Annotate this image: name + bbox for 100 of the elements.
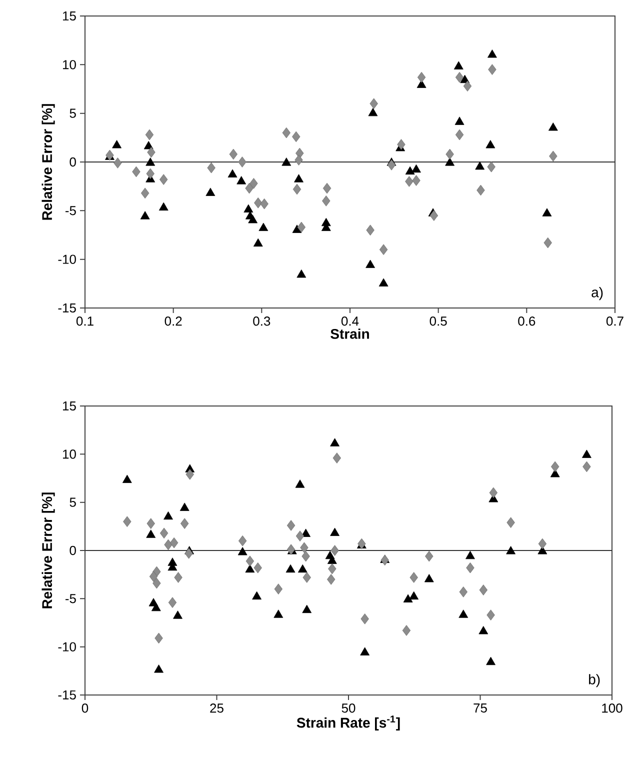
point (397, 139, 406, 150)
point (294, 174, 304, 182)
point (488, 50, 497, 58)
point (479, 584, 488, 596)
point (123, 516, 132, 527)
point (302, 550, 310, 562)
point (146, 530, 156, 538)
y-tick-label: 5 (70, 108, 76, 118)
x-tick-label: 0.5 (430, 316, 447, 326)
y-tick-label: 10 (62, 450, 76, 459)
point (146, 518, 155, 529)
x-tick-label: 75 (474, 704, 487, 713)
point (132, 166, 140, 178)
y-tick-label: -5 (65, 594, 76, 604)
point (160, 528, 168, 539)
point (246, 556, 254, 566)
point (330, 438, 340, 446)
point (476, 184, 485, 196)
point (366, 224, 374, 236)
point (228, 169, 238, 178)
point (184, 548, 193, 559)
point (430, 210, 438, 221)
point (254, 197, 262, 208)
point (370, 98, 378, 109)
point (302, 572, 311, 583)
y-tick-label: -5 (65, 206, 76, 216)
point (282, 158, 292, 166)
point (174, 572, 182, 583)
point (295, 480, 305, 488)
point (455, 72, 464, 83)
y-tick-label: 15 (62, 401, 76, 411)
point (146, 168, 154, 180)
point (542, 208, 552, 216)
point (455, 129, 464, 140)
point (328, 563, 336, 574)
x-tick-label: 0.4 (341, 316, 359, 326)
point (330, 528, 340, 536)
point (458, 610, 468, 618)
y-tick-label: -10 (58, 642, 76, 652)
point (405, 176, 414, 187)
point (286, 564, 296, 573)
y-tick-label: 15 (62, 11, 76, 21)
point (412, 175, 420, 186)
point (168, 597, 177, 608)
point (252, 591, 262, 600)
annotation: b) (589, 674, 600, 688)
point (425, 550, 434, 562)
point (466, 562, 474, 574)
point (149, 571, 158, 582)
point (151, 602, 161, 612)
point (238, 156, 246, 168)
point (245, 182, 254, 194)
point (544, 237, 552, 248)
point (296, 270, 306, 278)
point (486, 610, 495, 620)
point (145, 129, 154, 140)
point (380, 554, 389, 566)
point (366, 260, 376, 268)
point (122, 474, 132, 483)
point (173, 610, 182, 619)
x-tick-label: 0 (82, 704, 88, 713)
point (170, 537, 178, 548)
x-tick-label: 25 (210, 704, 224, 713)
point (582, 450, 592, 458)
point (486, 656, 496, 666)
point (488, 64, 496, 75)
point (459, 586, 468, 598)
point (253, 238, 263, 247)
point (238, 535, 247, 546)
point (486, 140, 496, 148)
point (152, 578, 161, 589)
x-tick-label: 0.3 (253, 316, 270, 326)
point (446, 148, 454, 160)
point (454, 61, 464, 70)
point (412, 164, 421, 173)
y-tick-label: 5 (70, 498, 76, 507)
y-tick-label: -15 (58, 303, 76, 313)
point (409, 591, 419, 600)
point (302, 604, 312, 614)
point (147, 146, 156, 158)
point (475, 161, 485, 170)
point (360, 647, 370, 656)
point (322, 196, 330, 206)
point (330, 545, 339, 556)
point (402, 625, 411, 636)
y-tick-label: 10 (62, 60, 76, 70)
point (140, 211, 150, 220)
point (327, 574, 336, 585)
point (416, 80, 426, 88)
point (332, 452, 341, 464)
point (548, 122, 558, 131)
point (297, 222, 306, 233)
point (360, 613, 369, 624)
point (236, 176, 246, 184)
point (424, 574, 434, 582)
point (378, 278, 388, 286)
point (186, 468, 194, 480)
point (146, 158, 156, 166)
x-tick-label: 50 (342, 704, 356, 713)
point (292, 184, 302, 195)
